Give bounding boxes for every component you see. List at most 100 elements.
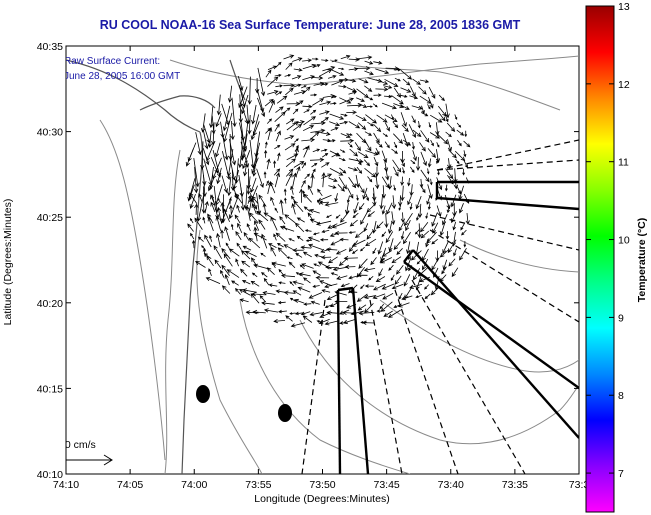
current-vector <box>329 113 345 120</box>
current-vector <box>377 241 384 255</box>
current-vector <box>447 139 452 152</box>
current-vector <box>253 263 268 269</box>
current-vector <box>304 229 312 233</box>
current-vector <box>410 159 416 165</box>
current-vector <box>292 108 299 115</box>
current-vector <box>228 248 240 257</box>
current-vector <box>242 245 252 251</box>
current-vector <box>275 84 283 88</box>
current-vector <box>309 208 320 214</box>
current-vector <box>214 184 223 206</box>
current-vector <box>327 75 337 79</box>
current-vector <box>275 289 286 294</box>
current-vector <box>400 87 412 93</box>
current-vector <box>385 231 394 244</box>
current-vector <box>384 213 389 229</box>
current-vector <box>251 195 259 205</box>
current-vector <box>367 121 374 127</box>
current-vector <box>226 269 240 278</box>
current-vector <box>338 258 348 266</box>
current-vector <box>356 97 366 102</box>
current-vector <box>349 148 359 157</box>
current-vector <box>251 104 257 125</box>
current-vector <box>379 303 385 310</box>
current-vector <box>319 238 329 242</box>
current-vector <box>283 83 295 88</box>
current-vector <box>285 87 294 96</box>
current-vector <box>250 177 257 193</box>
current-vector <box>257 97 266 118</box>
current-vector <box>297 286 311 293</box>
current-vector <box>268 243 277 248</box>
current-vector <box>424 284 429 290</box>
current-vector <box>205 277 221 284</box>
current-vector <box>317 261 332 270</box>
current-vector <box>193 166 199 194</box>
current-vector <box>413 268 421 281</box>
current-vector <box>372 103 378 108</box>
current-vector <box>330 239 341 246</box>
current-vector <box>339 97 355 105</box>
current-vector <box>292 120 305 125</box>
current-vector <box>243 231 250 241</box>
current-vector <box>390 211 396 226</box>
current-vector <box>465 213 470 225</box>
current-vector <box>320 148 328 152</box>
current-vector <box>338 84 347 89</box>
current-vector <box>348 121 361 129</box>
current-vector <box>365 193 370 202</box>
current-vector <box>387 176 393 190</box>
current-vector <box>320 255 332 260</box>
current-vector <box>438 94 445 102</box>
current-vector <box>444 184 448 192</box>
current-vector <box>261 301 275 306</box>
current-vector <box>279 215 286 225</box>
current-vector <box>383 94 393 99</box>
current-vector <box>457 139 462 147</box>
current-vector <box>375 87 389 92</box>
current-vector <box>252 121 260 137</box>
current-vector <box>354 142 361 152</box>
current-vector <box>421 105 425 115</box>
current-vector <box>409 203 413 211</box>
y-axis-ticks: 40:35 40:30 40:25 40:20 40:15 40:10 <box>37 41 579 481</box>
current-vector <box>290 185 294 195</box>
current-vector <box>366 229 374 240</box>
current-vector <box>240 187 246 211</box>
current-vector <box>400 94 408 98</box>
current-vector <box>419 142 426 152</box>
current-vector <box>311 57 319 61</box>
current-vector <box>251 157 259 174</box>
current-vector <box>394 77 401 82</box>
current-vector <box>216 167 222 185</box>
current-vector <box>185 148 194 167</box>
current-vector <box>239 298 249 303</box>
current-vector <box>221 175 228 194</box>
current-vector <box>266 158 271 170</box>
current-vector <box>266 267 275 275</box>
current-vector <box>348 57 361 62</box>
colorbar-tick-label: 11 <box>618 157 629 169</box>
current-vector <box>442 241 449 255</box>
current-vector <box>310 300 320 305</box>
current-vector <box>304 173 311 180</box>
current-vector <box>224 273 230 286</box>
current-vector <box>292 290 302 296</box>
current-vector <box>458 203 464 214</box>
current-vector <box>227 176 232 197</box>
current-vector <box>315 220 332 226</box>
current-vector <box>270 216 278 231</box>
current-vector <box>365 114 377 124</box>
current-vector <box>409 184 414 197</box>
current-vector <box>326 294 339 300</box>
current-vector <box>400 69 413 80</box>
current-vector <box>375 147 380 155</box>
current-vector <box>285 168 294 177</box>
current-vector <box>267 118 272 124</box>
current-vector <box>285 118 295 125</box>
current-vector <box>271 261 286 267</box>
current-vector <box>357 122 367 130</box>
current-vector <box>267 126 273 140</box>
current-vector <box>419 79 430 84</box>
current-vector <box>221 285 231 294</box>
